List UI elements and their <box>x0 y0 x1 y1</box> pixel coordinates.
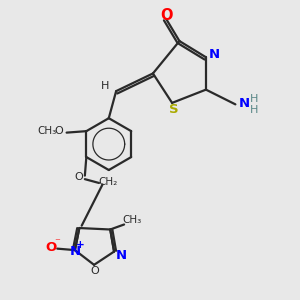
Text: N: N <box>116 249 127 262</box>
Text: N: N <box>239 97 250 110</box>
Text: O: O <box>54 126 63 136</box>
Text: H: H <box>250 94 259 104</box>
Text: O: O <box>75 172 83 182</box>
Text: CH₂: CH₂ <box>99 177 118 187</box>
Text: O: O <box>90 266 99 276</box>
Text: N: N <box>69 245 80 258</box>
Text: H: H <box>101 81 109 91</box>
Text: ⁻: ⁻ <box>54 237 60 247</box>
Text: CH₃: CH₃ <box>123 215 142 225</box>
Text: H: H <box>250 105 259 115</box>
Text: N: N <box>208 48 220 61</box>
Text: O: O <box>45 241 56 254</box>
Text: S: S <box>169 103 178 116</box>
Text: +: + <box>76 240 85 250</box>
Text: CH₃: CH₃ <box>38 126 57 136</box>
Text: O: O <box>160 8 173 22</box>
